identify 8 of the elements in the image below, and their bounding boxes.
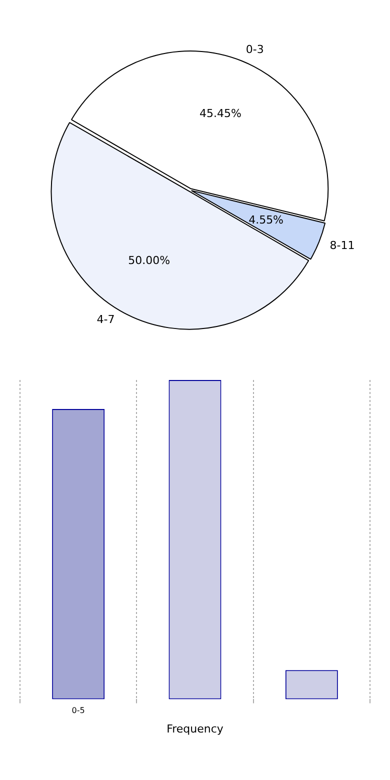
slice-label: 0-3	[246, 43, 264, 56]
x-axis-title: Frequency	[166, 722, 224, 736]
x-tick-label: 0-5	[72, 706, 85, 716]
data-label: 50.00%	[128, 254, 170, 267]
slice-label: 4-7	[96, 313, 115, 326]
data-label: 45.45%	[199, 106, 242, 120]
data-label: 4.55%	[248, 213, 284, 226]
slice-label: 8-11	[330, 238, 355, 252]
